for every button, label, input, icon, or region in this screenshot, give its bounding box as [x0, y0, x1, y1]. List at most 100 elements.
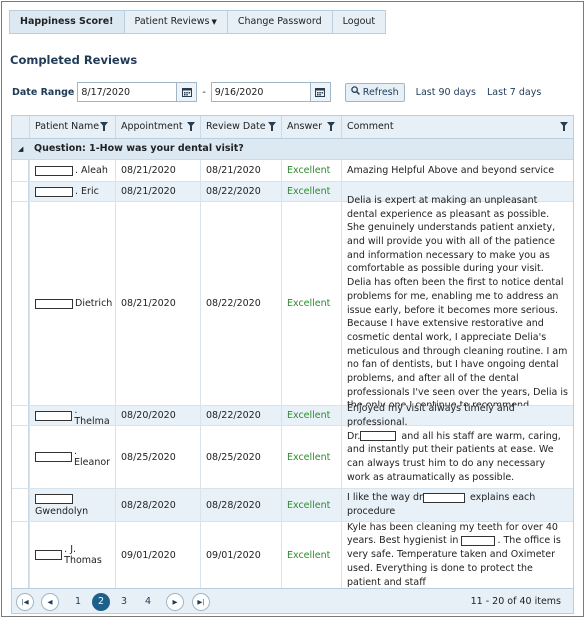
- nav-happiness-score[interactable]: Happiness Score!: [10, 11, 125, 33]
- filter-icon[interactable]: [327, 122, 335, 131]
- group-row[interactable]: ◢ Question: 1-How was your dental visit?: [12, 139, 573, 160]
- appointment-cell: 08/25/2020: [115, 426, 200, 488]
- page-1[interactable]: 1: [74, 596, 82, 607]
- last-90-days-link[interactable]: Last 90 days: [415, 86, 476, 98]
- appointment-cell: 08/20/2020: [115, 406, 200, 425]
- column-label: Answer: [287, 121, 322, 132]
- table-row[interactable]: . Eric 08/21/2020 08/22/2020 Excellent: [12, 182, 573, 202]
- review-date-cell: 08/22/2020: [200, 182, 281, 201]
- answer-cell: Excellent: [281, 522, 341, 588]
- table-row[interactable]: . Aleah 08/21/2020 08/21/2020 Excellent …: [12, 160, 573, 182]
- patient-name-cell: Dietrich: [29, 202, 115, 405]
- date-separator: -: [202, 86, 206, 98]
- comment-cell: [341, 182, 573, 201]
- next-page-icon[interactable]: ▶: [166, 593, 184, 611]
- calendar-icon[interactable]: [309, 83, 330, 101]
- row-indent: [12, 182, 29, 201]
- review-date-cell: 08/22/2020: [200, 202, 281, 405]
- comment-part: I like the way dr: [347, 492, 423, 504]
- patient-name: . Eleanor: [74, 446, 111, 468]
- redacted-block: [35, 493, 73, 504]
- date-from-picker: [77, 82, 198, 102]
- last-7-days-link[interactable]: Last 7 days: [487, 86, 542, 98]
- date-to-picker: [210, 82, 331, 102]
- table-row[interactable]: Dietrich 08/21/2020 08/22/2020 Excellent…: [12, 195, 573, 411]
- row-indent: [12, 426, 29, 488]
- column-header-review-date[interactable]: Review Date: [200, 116, 281, 138]
- redacted-block: [461, 535, 496, 546]
- column-label: Review Date: [206, 121, 266, 132]
- date-range-filter: Date Range - Refresh Last 90 days Last 7…: [12, 81, 541, 103]
- redacted-block: [35, 165, 73, 176]
- page-title: Completed Reviews: [10, 53, 138, 67]
- column-header-comment[interactable]: Comment: [341, 116, 573, 138]
- pager-info: 11 - 20 of 40 items: [470, 596, 561, 607]
- comment-text: Kyle has been cleaning my teeth for over…: [347, 521, 569, 590]
- comment-text: Dr. and all his staff are warm, caring, …: [347, 430, 569, 485]
- calendar-icon[interactable]: [176, 83, 197, 101]
- filter-icon[interactable]: [100, 122, 108, 131]
- table-row[interactable]: . J. Thomas 09/01/2020 09/01/2020 Excell…: [12, 522, 573, 588]
- redacted-block: [360, 431, 397, 442]
- nav-logout[interactable]: Logout: [332, 11, 386, 33]
- collapse-icon[interactable]: ◢: [18, 145, 24, 153]
- column-label: Comment: [347, 121, 394, 132]
- answer-cell: Excellent: [281, 406, 341, 425]
- page-4[interactable]: 4: [144, 596, 152, 607]
- last-page-icon[interactable]: ▶|: [192, 593, 210, 611]
- redacted-block: [35, 410, 73, 421]
- comment-part: . The office is very safe. Temperature t…: [347, 535, 561, 588]
- answer-cell: Excellent: [281, 202, 341, 405]
- top-nav: Happiness Score! Patient Reviews ▼ Change…: [9, 10, 387, 34]
- appointment-cell: 08/21/2020: [115, 160, 200, 181]
- row-indent: [12, 489, 29, 521]
- nav-change-password[interactable]: Change Password: [227, 11, 333, 33]
- column-header-patient-name[interactable]: Patient Name: [29, 116, 115, 138]
- comment-cell: I like the way dr explains each procedur…: [341, 489, 573, 521]
- pager: |◀ ◀ 1 2 3 4 ▶ ▶| 11 - 20 of 40 items: [12, 588, 573, 613]
- table-row[interactable]: Gwendolyn 08/28/2020 08/28/2020 Excellen…: [12, 489, 573, 522]
- comment-part: Kyle has been cleaning my teeth for over…: [347, 521, 558, 547]
- table-row[interactable]: . Eleanor 08/25/2020 08/25/2020 Excellen…: [12, 426, 573, 489]
- answer-cell: Excellent: [281, 489, 341, 521]
- refresh-button[interactable]: Refresh: [344, 82, 405, 102]
- row-indent: [12, 522, 29, 588]
- filter-icon[interactable]: [268, 122, 276, 131]
- refresh-label: Refresh: [362, 86, 399, 98]
- previous-page-icon[interactable]: ◀: [41, 593, 59, 611]
- comment-part: and all his staff are warm, caring, and …: [347, 430, 561, 483]
- reviews-grid: Patient Name Appointment Review Date Ans…: [11, 115, 574, 614]
- row-indent: [12, 160, 29, 181]
- column-label: Patient Name: [35, 121, 100, 132]
- patient-name: Gwendolyn: [35, 505, 89, 517]
- redacted-block: [35, 298, 73, 309]
- table-row[interactable]: . Thelma 08/20/2020 08/22/2020 Excellent…: [12, 403, 573, 428]
- comment-cell: Delia is expert at making an unpleasant …: [341, 195, 573, 411]
- patient-name: . J. Thomas: [64, 544, 102, 566]
- date-from-input[interactable]: [78, 86, 177, 98]
- answer-cell: Excellent: [281, 160, 341, 181]
- comment-part: Dr.: [347, 430, 361, 442]
- date-to-input[interactable]: [211, 86, 310, 98]
- patient-name-cell: . Thelma: [29, 405, 115, 427]
- chevron-down-icon: ▼: [211, 18, 217, 26]
- page-2-current[interactable]: 2: [92, 593, 110, 611]
- appointment-cell: 08/28/2020: [115, 489, 200, 521]
- answer-cell: Excellent: [281, 426, 341, 488]
- row-indent: [12, 406, 29, 425]
- row-indent: [12, 202, 29, 405]
- filter-icon[interactable]: [187, 122, 195, 131]
- filter-icon[interactable]: [560, 122, 568, 131]
- group-label: Question: 1-How was your dental visit?: [34, 143, 244, 154]
- patient-name: . Aleah: [75, 165, 108, 176]
- review-date-cell: 08/22/2020: [200, 406, 281, 425]
- nav-patient-reviews[interactable]: Patient Reviews ▼: [124, 11, 228, 33]
- first-page-icon[interactable]: |◀: [16, 593, 34, 611]
- comment-cell: Dr. and all his staff are warm, caring, …: [341, 426, 573, 488]
- page-3[interactable]: 3: [120, 596, 128, 607]
- appointment-cell: 09/01/2020: [115, 522, 200, 588]
- column-header-appointment[interactable]: Appointment: [115, 116, 200, 138]
- column-header-answer[interactable]: Answer: [281, 116, 341, 138]
- redacted-block: [35, 186, 73, 197]
- answer-cell: Excellent: [281, 182, 341, 201]
